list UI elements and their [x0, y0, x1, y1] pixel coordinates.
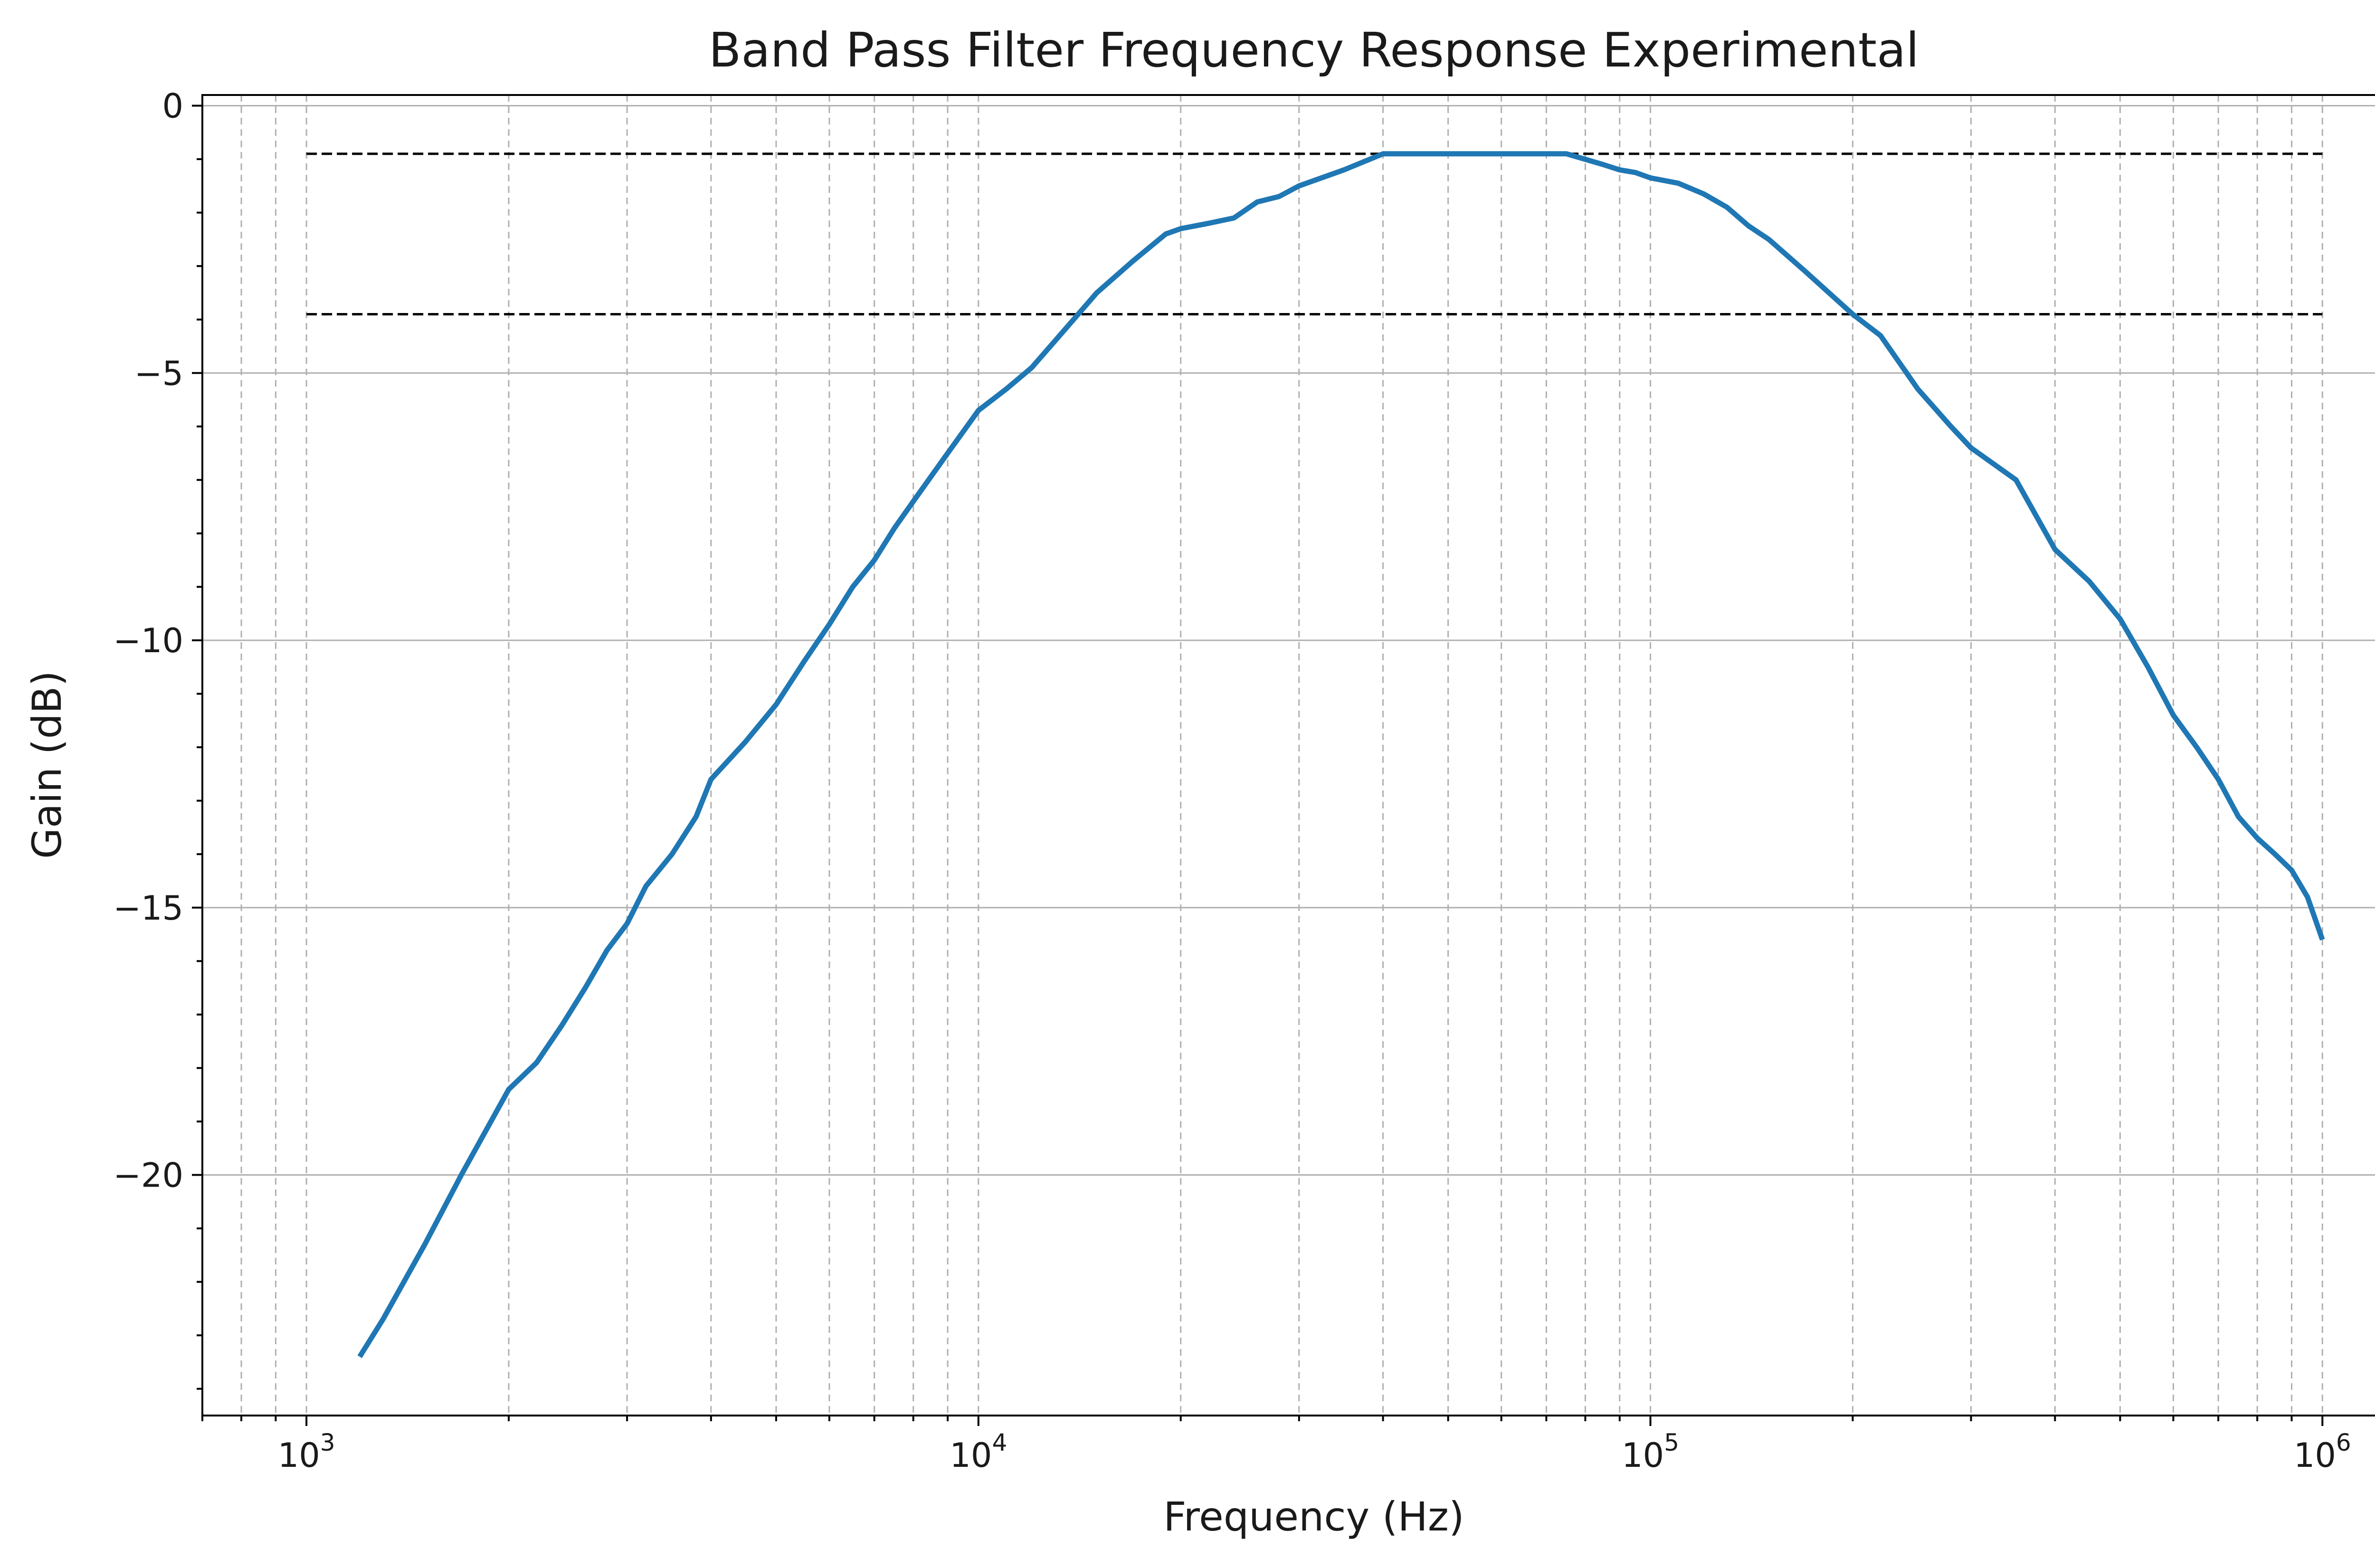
x-tick-label: 104	[950, 1429, 1007, 1475]
x-axis: 103 104 105 106	[201, 1416, 2351, 1475]
y-tick-label: −10	[113, 621, 183, 660]
y-tick-label: −20	[113, 1156, 183, 1195]
x-tick-label: 106	[2294, 1429, 2351, 1475]
x-tick-label: 105	[1622, 1429, 1679, 1475]
chart-title: Band Pass Filter Frequency Response Expe…	[709, 22, 1919, 78]
reference-lines	[306, 152, 2323, 315]
x-axis-label: Frequency (Hz)	[1163, 1493, 1464, 1540]
y-tick-label: −15	[113, 889, 183, 928]
series-line	[357, 151, 2325, 1359]
y-tick-label: 0	[162, 87, 183, 126]
y-tick-label: −5	[134, 354, 183, 393]
x-tick-label: 103	[278, 1429, 335, 1475]
y-axis: 0 −5 −10 −15 −20	[113, 87, 202, 1390]
series-layer	[357, 151, 2325, 1359]
y-axis-label: Gain (dB)	[24, 671, 70, 859]
plot-frame	[201, 94, 2375, 1416]
plot-area	[201, 94, 2375, 1416]
